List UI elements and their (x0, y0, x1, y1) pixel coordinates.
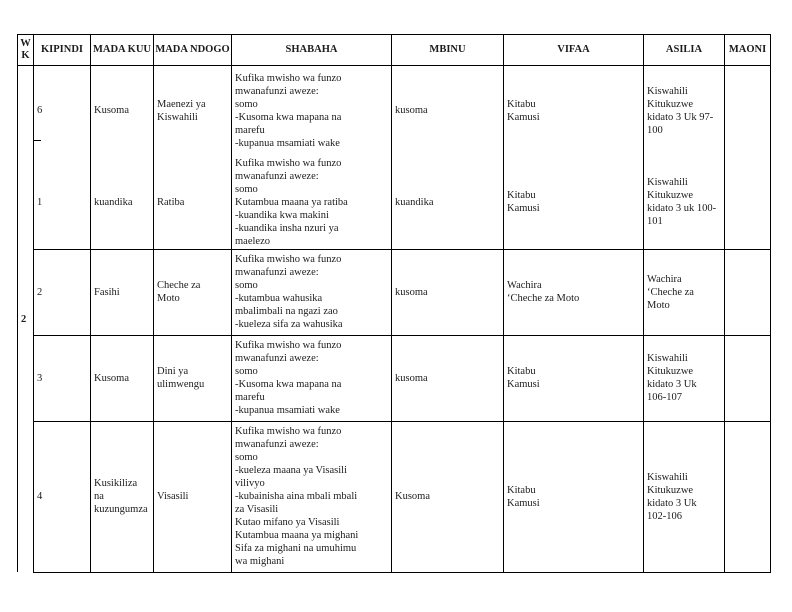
header-asilia: ASILIA (643, 34, 725, 66)
cell-asilia: Kiswahili Kitukuzwe kidato 3 Uk 97- 100 (643, 65, 725, 156)
cell-vifaa: Kitabu Kamusi (503, 155, 644, 250)
lesson-plan-table: WK KIPINDI MADA KUU MADA NDOGO SHABAHA M… (17, 34, 771, 573)
cell-week-number: 2 (17, 65, 34, 572)
cell-maoni (724, 420, 771, 573)
cell-vifaa: Kitabu Kamusi (503, 334, 644, 422)
cell-asilia: Wachira ‘Cheche za Moto (643, 248, 725, 336)
header-mada-kuu: MADA KUU (90, 34, 154, 66)
cell-mbinu: kuandika (391, 155, 504, 250)
header-mbinu: MBINU (391, 34, 504, 66)
header-maoni: MAONI (724, 34, 771, 66)
cell-mbinu: kusoma (391, 65, 504, 156)
header-mada-ndogo: MADA NDOGO (153, 34, 232, 66)
cell-mada-ndogo: Ratiba (153, 155, 232, 250)
header-kipindi: KIPINDI (33, 34, 91, 66)
cell-mbinu: Kusoma (391, 420, 504, 573)
cell-shabaha: Kufika mwisho wa funzo mwanafunzi aweze:… (231, 248, 392, 336)
header-vifaa: VIFAA (503, 34, 644, 66)
cell-shabaha: Kufika mwisho wa funzo mwanafunzi aweze:… (231, 65, 392, 156)
cell-kipindi: 1 (33, 155, 91, 250)
cell-vifaa: Kitabu Kamusi (503, 420, 644, 573)
cell-mada-kuu: Kusoma (90, 334, 154, 422)
cell-mbinu: kusoma (391, 248, 504, 336)
cell-mada-kuu: Fasihi (90, 248, 154, 336)
cell-shabaha: Kufika mwisho wa funzo mwanafunzi aweze:… (231, 334, 392, 422)
header-shabaha: SHABAHA (231, 34, 392, 66)
header-wk: WK (17, 34, 34, 66)
cell-mada-kuu: Kusoma (90, 65, 154, 156)
table-row: 2 Fasihi Cheche za Moto Kufika mwisho wa… (18, 248, 771, 336)
cell-shabaha: Kufika mwisho wa funzo mwanafunzi aweze:… (231, 155, 392, 250)
cell-maoni (724, 155, 771, 250)
cell-maoni (724, 334, 771, 422)
cell-mada-ndogo: Maenezi ya Kiswahili (153, 65, 232, 156)
cell-mada-ndogo: Visasili (153, 420, 232, 573)
cell-maoni (724, 65, 771, 156)
table-row: 1 kuandika Ratiba Kufika mwisho wa funzo… (18, 155, 771, 250)
cell-mada-ndogo: Cheche za Moto (153, 248, 232, 336)
cell-shabaha: Kufika mwisho wa funzo mwanafunzi aweze:… (231, 420, 392, 573)
cell-vifaa: Kitabu Kamusi (503, 65, 644, 156)
cell-kipindi: 4 (33, 420, 91, 573)
cell-kipindi: 6 (33, 65, 91, 156)
cell-kipindi: 3 (33, 334, 91, 422)
table-row: 2 6 Kusoma Maenezi ya Kiswahili Kufika m… (17, 65, 771, 572)
cell-asilia: Kiswahili Kitukuzwe kidato 3 Uk 106-107 (643, 334, 725, 422)
cell-mada-kuu: Kusikiliza na kuzungumza (90, 420, 154, 573)
table-row: 3 Kusoma Dini ya ulimwengu Kufika mwisho… (18, 334, 771, 422)
cell-asilia: Kiswahili Kitukuzwe kidato 3 uk 100- 101 (643, 155, 725, 250)
table-row: 4 Kusikiliza na kuzungumza Visasili Kufi… (18, 420, 771, 573)
cell-mada-kuu: kuandika (90, 155, 154, 250)
cell-vifaa: Wachira ‘Cheche za Moto (503, 248, 644, 336)
merged-cell-border-artifact (33, 140, 41, 141)
cell-asilia: Kiswahili Kitukuzwe kidato 3 Uk 102-106 (643, 420, 725, 573)
cell-mada-ndogo: Dini ya ulimwengu (153, 334, 232, 422)
cell-kipindi: 2 (33, 248, 91, 336)
scheme-of-work-table: WK KIPINDI MADA KUU MADA NDOGO SHABAHA M… (17, 34, 771, 573)
cell-mbinu: kusoma (391, 334, 504, 422)
cell-maoni (724, 248, 771, 336)
table-header-row: WK KIPINDI MADA KUU MADA NDOGO SHABAHA M… (17, 34, 771, 66)
